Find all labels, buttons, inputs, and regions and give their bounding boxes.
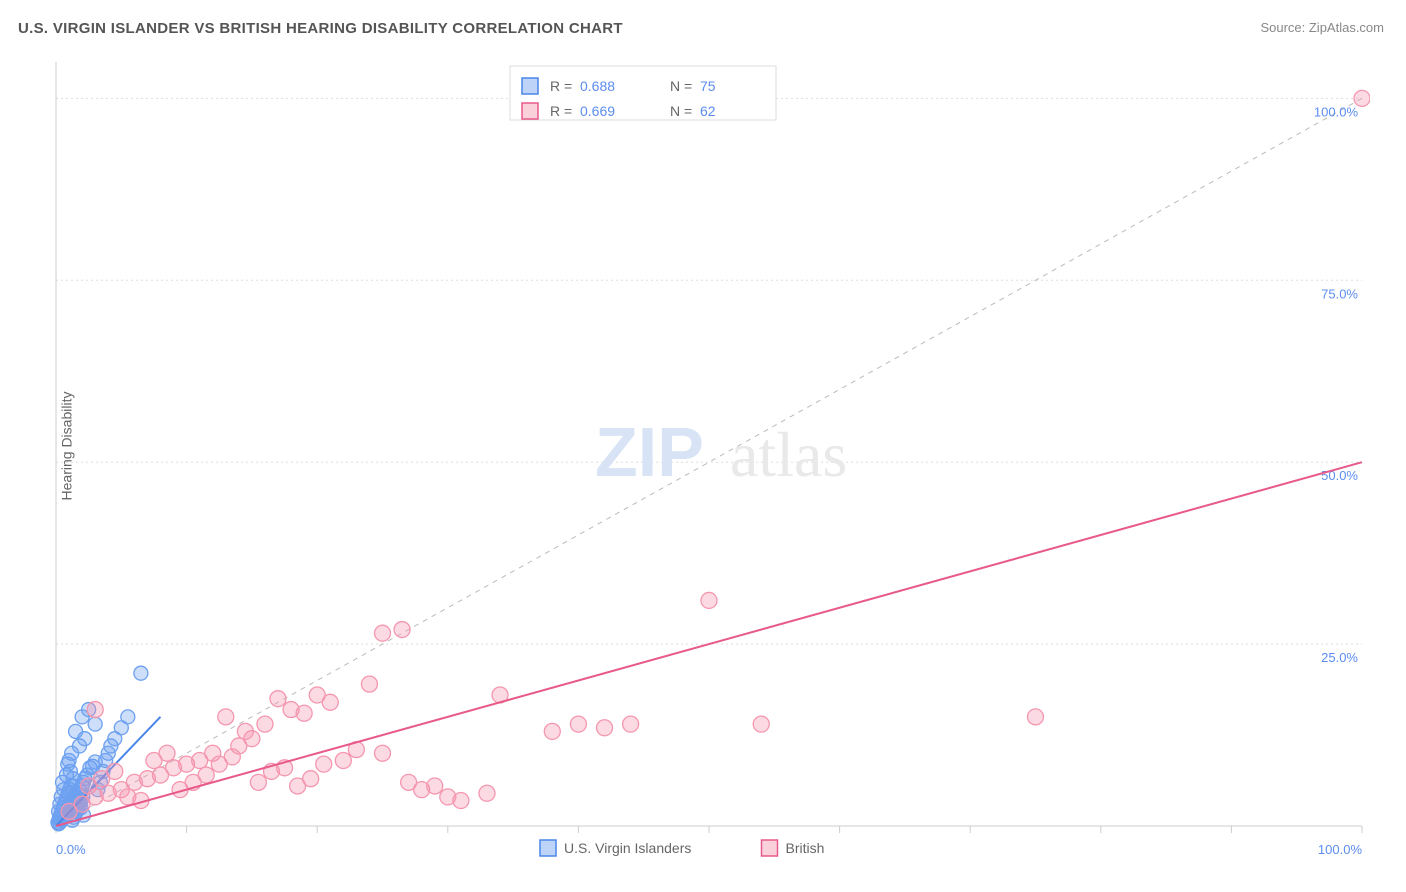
data-point (250, 774, 266, 790)
legend-r-value: 0.688 (580, 78, 615, 94)
legend-n-label: N = (670, 103, 692, 119)
data-point (88, 717, 102, 731)
bottom-legend-label: U.S. Virgin Islanders (564, 840, 691, 856)
data-point (394, 622, 410, 638)
data-point (479, 785, 495, 801)
y-tick-label: 100.0% (1314, 104, 1359, 119)
legend-n-label: N = (670, 78, 692, 94)
legend-n-value: 62 (700, 103, 716, 119)
legend-r-label: R = (550, 103, 572, 119)
data-point (322, 694, 338, 710)
y-tick-label: 75.0% (1321, 286, 1358, 301)
data-point (375, 745, 391, 761)
data-point (1354, 90, 1370, 106)
data-point (453, 793, 469, 809)
data-point (78, 732, 92, 746)
data-point (296, 705, 312, 721)
data-point (701, 592, 717, 608)
chart-area: ZIPatlas0.0%100.0%25.0%50.0%75.0%100.0%R… (50, 56, 1370, 846)
chart-title: U.S. VIRGIN ISLANDER VS BRITISH HEARING … (18, 20, 623, 37)
data-point (753, 716, 769, 732)
source-attribution: Source: ZipAtlas.com (1260, 20, 1384, 35)
data-point (159, 745, 175, 761)
legend-r-label: R = (550, 78, 572, 94)
legend-swatch (522, 78, 538, 94)
data-point (121, 710, 135, 724)
bottom-legend-label: British (786, 840, 825, 856)
data-point (375, 625, 391, 641)
data-point (270, 691, 286, 707)
legend-swatch (522, 103, 538, 119)
data-point (134, 666, 148, 680)
bottom-legend-swatch (540, 840, 556, 856)
source-link[interactable]: ZipAtlas.com (1309, 20, 1384, 35)
y-tick-label: 50.0% (1321, 468, 1358, 483)
data-point (303, 771, 319, 787)
legend-r-value: 0.669 (580, 103, 615, 119)
data-point (427, 778, 443, 794)
data-point (198, 767, 214, 783)
data-point (257, 716, 273, 732)
data-point (544, 723, 560, 739)
y-tick-label: 25.0% (1321, 650, 1358, 665)
data-point (64, 779, 78, 793)
data-point (361, 676, 377, 692)
data-point (218, 709, 234, 725)
data-point (335, 753, 351, 769)
data-point (87, 702, 103, 718)
data-point (1028, 709, 1044, 725)
scatter-chart: ZIP atlas 0.0% 100.0% 25.0% 50.0% 75.0% 100.0% R… (50, 56, 1370, 876)
watermark-atlas: atlas (730, 419, 847, 490)
data-point (107, 763, 123, 779)
data-point (224, 749, 240, 765)
x-tick-label: 0.0% (56, 842, 86, 857)
data-point (570, 716, 586, 732)
data-point (316, 756, 332, 772)
data-point (237, 723, 253, 739)
watermark-zip: ZIP (595, 413, 704, 491)
source-prefix: Source: (1260, 20, 1308, 35)
bottom-legend-swatch (762, 840, 778, 856)
legend-n-value: 75 (700, 78, 716, 94)
x-tick-label: 100.0% (1318, 842, 1363, 857)
data-point (623, 716, 639, 732)
data-point (597, 720, 613, 736)
